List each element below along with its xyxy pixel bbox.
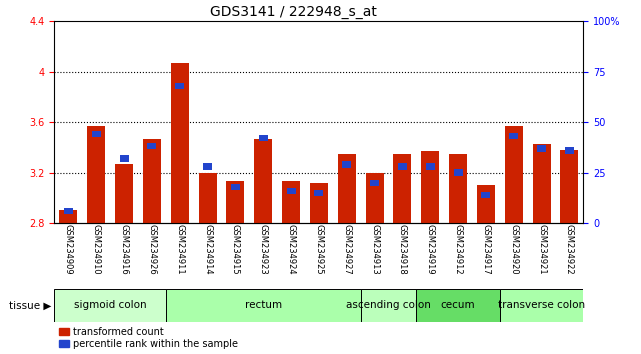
Bar [175,82,184,89]
Bar [226,181,244,223]
Legend: transformed count, percentile rank within the sample: transformed count, percentile rank withi… [60,327,238,349]
Bar [92,131,101,137]
Bar [361,289,416,322]
Bar [310,183,328,223]
Bar [87,126,105,223]
Text: sigmoid colon: sigmoid colon [74,300,146,310]
Bar [394,154,412,223]
Text: GSM234923: GSM234923 [259,224,268,275]
Bar [500,289,583,322]
Bar [560,150,578,223]
Bar [504,126,523,223]
Text: GSM234924: GSM234924 [287,224,296,275]
Bar [449,154,467,223]
Bar [533,144,551,223]
Text: GSM234913: GSM234913 [370,224,379,275]
Bar [426,163,435,170]
Bar [231,183,240,190]
Text: GSM234917: GSM234917 [481,224,490,275]
Bar [398,163,407,170]
Bar [119,155,129,162]
Bar [259,135,268,142]
Text: GSM234922: GSM234922 [565,224,574,275]
Text: GSM234919: GSM234919 [426,224,435,275]
Text: GSM234926: GSM234926 [147,224,156,275]
Bar [565,147,574,154]
Bar [342,161,351,168]
Text: GSM234914: GSM234914 [203,224,212,275]
Bar [537,145,546,152]
Text: rectum: rectum [245,300,282,310]
Text: GDS3141 / 222948_s_at: GDS3141 / 222948_s_at [210,5,377,19]
Text: cecum: cecum [441,300,476,310]
Bar [115,164,133,223]
Bar [370,179,379,186]
Bar [314,190,324,196]
Bar [60,210,78,223]
Bar [54,289,166,322]
Text: GSM234909: GSM234909 [64,224,73,275]
Bar [416,289,500,322]
Bar [147,143,156,149]
Bar [365,173,383,223]
Text: GSM234912: GSM234912 [454,224,463,275]
Text: ascending colon: ascending colon [346,300,431,310]
Bar [203,163,212,170]
Text: GSM234915: GSM234915 [231,224,240,275]
Bar [338,154,356,223]
Bar [421,151,439,223]
Bar [481,192,490,198]
Bar [477,185,495,223]
Text: tissue ▶: tissue ▶ [9,300,51,310]
Text: transverse colon: transverse colon [498,300,585,310]
Text: GSM234925: GSM234925 [314,224,324,275]
Text: GSM234910: GSM234910 [92,224,101,275]
Bar [143,138,161,223]
Text: GSM234920: GSM234920 [509,224,518,275]
Text: GSM234921: GSM234921 [537,224,546,275]
Bar [287,188,296,194]
Bar [254,138,272,223]
Text: GSM234911: GSM234911 [175,224,184,275]
Bar [199,173,217,223]
Bar [454,170,463,176]
Bar [171,63,189,223]
Bar [64,208,73,214]
Text: GSM234916: GSM234916 [120,224,129,275]
Bar [509,133,519,139]
Bar [282,181,300,223]
Bar [166,289,361,322]
Text: GSM234918: GSM234918 [398,224,407,275]
Text: GSM234927: GSM234927 [342,224,351,275]
